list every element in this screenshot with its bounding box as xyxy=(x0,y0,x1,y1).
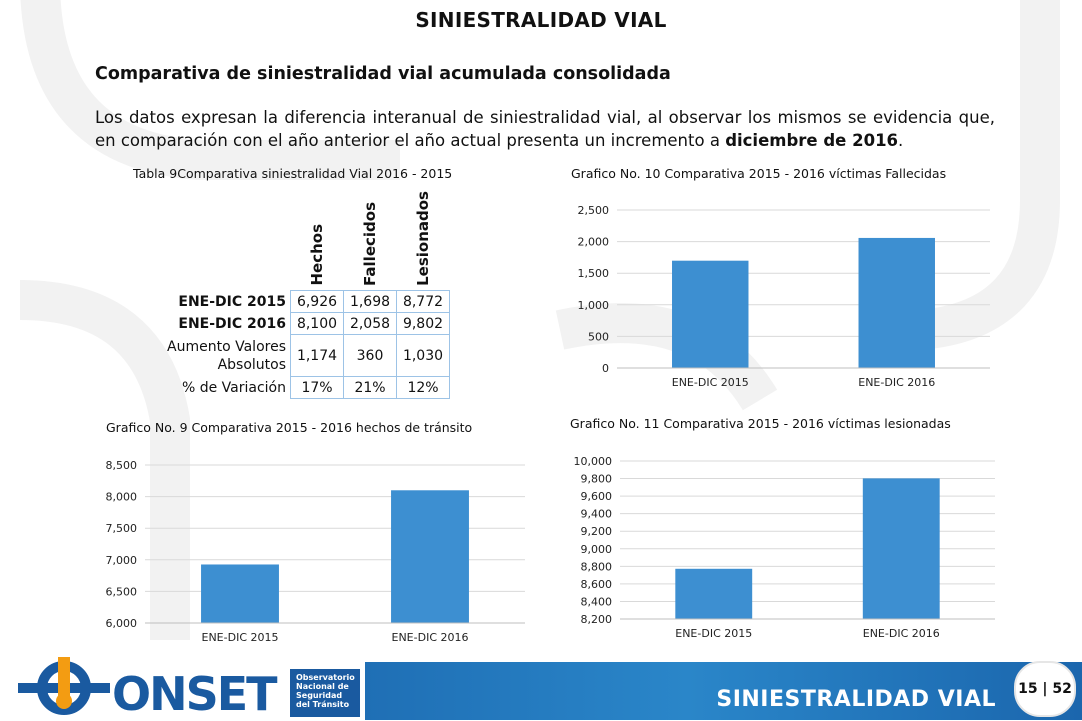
chart-fallecidos: 0 500 1,000 1,500 2,000 2,500 ENE-DIC 2015 ENE-… xyxy=(578,204,990,389)
x-tick-label: ENE-DIC 2015 xyxy=(675,627,752,640)
bar xyxy=(201,564,279,623)
page-footer: ONSET Observatorio Nacional de Seguridad… xyxy=(0,655,1082,721)
table9-caption: Tabla 9Comparativa siniestralidad Vial 2… xyxy=(133,166,453,181)
paragraph-end: . xyxy=(898,131,904,150)
table-cell: 9,802 xyxy=(396,312,450,335)
table-row: ENE-DIC 2016 8,100 2,058 9,802 xyxy=(136,312,450,335)
x-tick-label: ENE-DIC 2016 xyxy=(858,376,935,389)
chart-lesionados: 8,200 8,400 8,600 8,800 9,000 9,200 9,400 9,600… xyxy=(574,455,995,640)
y-tick-label: 8,500 xyxy=(106,459,138,472)
chart-hechos: 6,000 6,500 7,000 7,500 8,000 8,500 ENE-DIC 20… xyxy=(106,459,525,644)
paragraph-text: Los datos expresan la diferencia interan… xyxy=(95,108,995,150)
table-row: % de Variación 17% 21% 12% xyxy=(136,376,450,399)
paragraph-bold: diciembre de 2016 xyxy=(725,131,899,150)
table-cell: 2,058 xyxy=(343,312,397,335)
logo-sub-line: Nacional de xyxy=(296,682,349,691)
page-title: SINIESTRALIDAD VIAL xyxy=(415,8,667,32)
bar xyxy=(672,260,749,368)
row-label: % de Variación xyxy=(181,379,286,396)
y-tick-label: 9,800 xyxy=(581,473,613,486)
table-header-row: Hechos Fallecidos Lesionados xyxy=(136,188,450,291)
column-header: Hechos xyxy=(308,224,326,286)
bar xyxy=(858,237,935,368)
y-tick-label: 8,000 xyxy=(106,491,138,504)
table-cell: 21% xyxy=(343,376,397,399)
y-tick-label: 8,600 xyxy=(581,578,613,591)
column-header: Fallecidos xyxy=(361,202,379,286)
table-cell: 6,926 xyxy=(290,290,344,313)
logo-sub-line: Seguridad xyxy=(296,691,343,700)
y-tick-label: 1,500 xyxy=(578,267,610,280)
table-cell: 8,100 xyxy=(290,312,344,335)
y-tick-label: 7,000 xyxy=(106,554,138,567)
intro-paragraph: Los datos expresan la diferencia interan… xyxy=(95,106,995,152)
y-tick-label: 9,200 xyxy=(581,525,613,538)
bar xyxy=(675,568,753,619)
bar xyxy=(391,490,469,623)
chart-fallecidos-title: Grafico No. 10 Comparativa 2015 - 2016 v… xyxy=(571,166,947,181)
y-tick-label: 8,200 xyxy=(581,613,613,626)
y-tick-label: 500 xyxy=(588,330,609,343)
x-tick-label: ENE-DIC 2015 xyxy=(672,376,749,389)
logo-sub-line: del Tránsito xyxy=(296,700,350,709)
table-cell: 1,030 xyxy=(396,334,450,377)
row-label: ENE-DIC 2016 xyxy=(178,315,286,332)
table-row: Aumento Valores Absolutos 1,174 360 1,03… xyxy=(136,334,450,377)
section-subtitle: Comparativa de siniestralidad vial acumu… xyxy=(95,64,671,84)
x-tick-label: ENE-DIC 2016 xyxy=(392,631,469,644)
footer-band: SINIESTRALIDAD VIAL xyxy=(365,662,1082,720)
y-tick-label: 6,500 xyxy=(106,585,138,598)
y-tick-label: 9,600 xyxy=(581,490,613,503)
comparison-table: Hechos Fallecidos Lesionados ENE-DIC 201… xyxy=(136,188,450,399)
page-number: 15 | 52 xyxy=(1014,661,1076,717)
row-label: Aumento Valores Absolutos xyxy=(167,338,286,373)
bar xyxy=(862,478,940,619)
onset-logo-text: ONSET xyxy=(112,667,278,721)
y-tick-label: 8,800 xyxy=(581,560,613,573)
footer-title: SINIESTRALIDAD VIAL xyxy=(716,687,996,712)
y-tick-label: 2,000 xyxy=(578,236,610,249)
chart-lesionados-title: Grafico No. 11 Comparativa 2015 - 2016 v… xyxy=(570,416,951,431)
x-tick-label: ENE-DIC 2015 xyxy=(202,631,279,644)
y-tick-label: 10,000 xyxy=(574,455,613,468)
row-label: ENE-DIC 2015 xyxy=(178,293,286,310)
column-header: Lesionados xyxy=(414,191,432,286)
table-row: ENE-DIC 2015 6,926 1,698 8,772 xyxy=(136,290,450,313)
y-tick-label: 2,500 xyxy=(578,204,610,217)
y-tick-label: 9,000 xyxy=(581,543,613,556)
table-cell: 8,772 xyxy=(396,290,450,313)
logo-sub-line: Observatorio xyxy=(296,673,355,682)
table-cell: 360 xyxy=(343,334,397,377)
table-cell: 12% xyxy=(396,376,450,399)
y-tick-label: 0 xyxy=(602,362,609,375)
y-tick-label: 9,400 xyxy=(581,508,613,521)
y-tick-label: 8,400 xyxy=(581,595,613,608)
onset-logo-subtitle: Observatorio Nacional de Seguridad del T… xyxy=(290,669,360,717)
onset-logo-icon xyxy=(18,657,110,715)
y-tick-label: 6,000 xyxy=(106,617,138,630)
y-tick-label: 7,500 xyxy=(106,522,138,535)
table-cell: 1,698 xyxy=(343,290,397,313)
chart-hechos-title: Grafico No. 9 Comparativa 2015 - 2016 he… xyxy=(106,420,473,435)
table-cell: 17% xyxy=(290,376,344,399)
x-tick-label: ENE-DIC 2016 xyxy=(863,627,940,640)
table-cell: 1,174 xyxy=(290,334,344,377)
y-tick-label: 1,000 xyxy=(578,299,610,312)
